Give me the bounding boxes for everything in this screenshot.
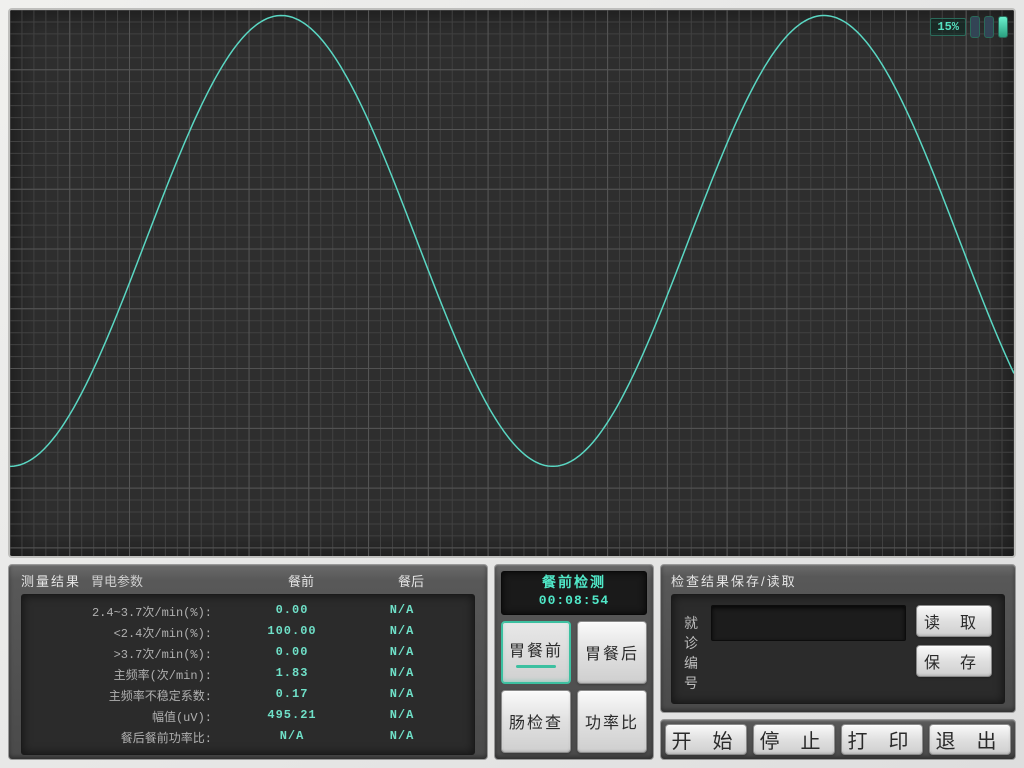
save-button[interactable]: 保 存: [916, 645, 992, 677]
read-button[interactable]: 读 取: [916, 605, 992, 637]
stop-button[interactable]: 停 止: [753, 724, 835, 755]
results-row-before: N/A: [232, 729, 352, 746]
results-row-before: 0.17: [232, 687, 352, 704]
results-row-label: 幅值(uV):: [22, 708, 232, 725]
battery-cell-2: [984, 16, 994, 38]
patient-id-input[interactable]: [711, 605, 906, 641]
start-button-label: 开 始: [672, 725, 741, 754]
save-panel-title: 检查结果保存/读取: [671, 571, 1005, 590]
patient-id-label: 就诊编号: [684, 605, 701, 693]
results-row-before: 0.00: [232, 645, 352, 662]
results-row-after: N/A: [352, 708, 452, 725]
post-meal-label: 胃餐后: [585, 640, 639, 664]
results-row-before: 0.00: [232, 603, 352, 620]
results-col-param: 胃电参数: [91, 571, 241, 590]
battery-cell-1: [970, 16, 980, 38]
results-row-after: N/A: [352, 687, 452, 704]
read-button-label: 读 取: [924, 609, 984, 633]
pre-meal-button[interactable]: 胃餐前: [501, 621, 571, 684]
start-button[interactable]: 开 始: [665, 724, 747, 755]
right-column: 检查结果保存/读取 就诊编号 读 取 保 存 开 始 停 止: [660, 564, 1016, 760]
save-read-panel: 检查结果保存/读取 就诊编号 读 取 保 存: [660, 564, 1016, 713]
power-ratio-label: 功率比: [585, 709, 639, 733]
battery-cell-3: [998, 16, 1008, 38]
bottom-row: 测量结果 胃电参数 餐前 餐后 2.4~3.7次/min(%):0.00N/A<…: [8, 564, 1016, 760]
results-row-label: 主频率(次/min):: [22, 666, 232, 683]
exit-button[interactable]: 退 出: [929, 724, 1011, 755]
results-title: 测量结果: [21, 571, 91, 590]
results-row-before: 100.00: [232, 624, 352, 641]
bowel-button[interactable]: 肠检查: [501, 690, 571, 753]
results-row-before: 1.83: [232, 666, 352, 683]
exit-button-label: 退 出: [936, 725, 1005, 754]
save-button-label: 保 存: [924, 649, 984, 673]
stop-button-label: 停 止: [760, 725, 829, 754]
results-row: 主频率(次/min):1.83N/A: [22, 666, 474, 683]
results-row-after: N/A: [352, 666, 452, 683]
action-row: 开 始 停 止 打 印 退 出: [660, 719, 1016, 760]
mode-button-grid: 胃餐前 胃餐后 肠检查 功率比: [501, 621, 647, 753]
results-row-after: N/A: [352, 603, 452, 620]
power-ratio-button[interactable]: 功率比: [577, 690, 647, 753]
results-row-after: N/A: [352, 729, 452, 746]
waveform-display: 15%: [8, 8, 1016, 558]
results-row-label: 餐后餐前功率比:: [22, 729, 232, 746]
results-row-label: <2.4次/min(%):: [22, 624, 232, 641]
mode-label: 餐前检测: [502, 575, 646, 593]
bowel-label: 肠检查: [509, 709, 563, 733]
print-button[interactable]: 打 印: [841, 724, 923, 755]
save-read-buttons: 读 取 保 存: [916, 605, 992, 677]
waveform-trace: [10, 10, 1014, 558]
post-meal-button[interactable]: 胃餐后: [577, 621, 647, 684]
pre-meal-label: 胃餐前: [509, 637, 563, 661]
results-row-label: 主频率不稳定系数:: [22, 687, 232, 704]
results-col-before: 餐前: [241, 571, 361, 590]
results-row: 幅值(uV):495.21N/A: [22, 708, 474, 725]
save-panel-body: 就诊编号 读 取 保 存: [671, 594, 1005, 704]
results-row: 2.4~3.7次/min(%):0.00N/A: [22, 603, 474, 620]
results-col-after: 餐后: [361, 571, 461, 590]
pre-meal-active-indicator: [516, 665, 557, 668]
results-panel: 测量结果 胃电参数 餐前 餐后 2.4~3.7次/min(%):0.00N/A<…: [8, 564, 488, 760]
results-row: <2.4次/min(%):100.00N/A: [22, 624, 474, 641]
results-row-after: N/A: [352, 645, 452, 662]
mode-lcd: 餐前检测 00:08:54: [501, 571, 647, 615]
print-button-label: 打 印: [848, 725, 917, 754]
battery-percent: 15%: [930, 18, 966, 36]
mode-panel: 餐前检测 00:08:54 胃餐前 胃餐后 肠检查 功率比: [494, 564, 654, 760]
mode-timer: 00:08:54: [502, 593, 646, 609]
battery-indicator: 15%: [930, 16, 1008, 38]
results-row-label: 2.4~3.7次/min(%):: [22, 603, 232, 620]
results-row-before: 495.21: [232, 708, 352, 725]
results-row: 主频率不稳定系数:0.17N/A: [22, 687, 474, 704]
results-body: 2.4~3.7次/min(%):0.00N/A<2.4次/min(%):100.…: [21, 594, 475, 755]
results-row: >3.7次/min(%):0.00N/A: [22, 645, 474, 662]
results-row: 餐后餐前功率比:N/AN/A: [22, 729, 474, 746]
results-row-after: N/A: [352, 624, 452, 641]
results-header: 测量结果 胃电参数 餐前 餐后: [21, 571, 475, 590]
results-row-label: >3.7次/min(%):: [22, 645, 232, 662]
